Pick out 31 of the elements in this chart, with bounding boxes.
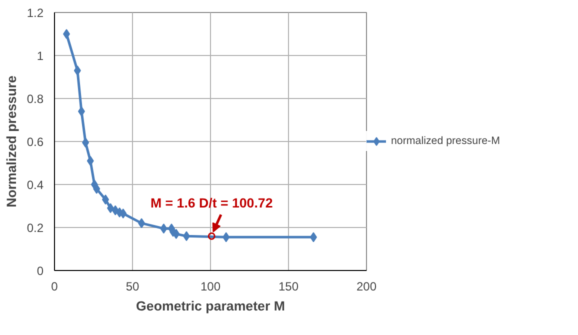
point [93,184,100,194]
x-tick-label: 50 [126,280,140,294]
y-tick-label: 1.2 [26,6,44,20]
point [78,106,85,116]
y-tick-label: 0.4 [26,178,44,192]
y-axis-title: Normalized pressure [4,76,19,208]
point [86,156,94,166]
point [107,203,114,214]
x-tick-label: 100 [200,280,221,294]
point [310,232,317,242]
point [222,232,230,242]
point [82,138,90,148]
x-tick-label: 200 [356,280,377,294]
legend-label: normalized pressure-M [391,135,500,147]
x-tick-label: 150 [278,280,299,294]
y-tick-label: 0 [36,264,44,278]
x-tick-label: 0 [51,280,58,294]
point [120,208,127,219]
y-tick-label: 1 [36,49,44,63]
point [102,194,110,205]
point [160,224,168,234]
point [74,66,81,76]
x-axis-title: Geometric parameter M [136,298,285,314]
point [172,228,180,239]
y-tick-label: 0.8 [26,92,44,106]
point [138,218,146,228]
point [182,231,190,242]
point [63,29,70,39]
y-tick-label: 0.2 [26,221,44,235]
y-tick-label: 0.6 [26,135,44,149]
annotation: M = 1.6 D/t = 100.72 [150,195,273,210]
